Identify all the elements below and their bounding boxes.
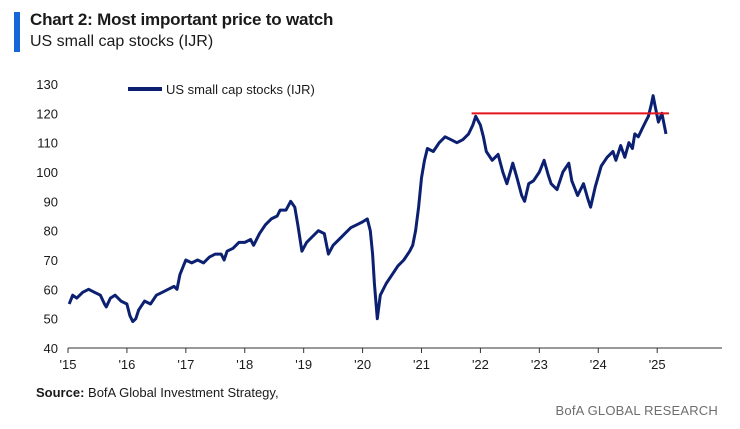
x-axis: '15 '16 '17 '18 '19 '20 '21 '22 '23 '24 '25: [60, 348, 666, 372]
x-tick-label: '21: [413, 357, 430, 372]
legend: US small cap stocks (IJR): [128, 82, 315, 97]
y-tick-label: 100: [36, 165, 58, 180]
x-tick-label: '20: [354, 357, 371, 372]
y-tick-label: 130: [36, 77, 58, 92]
y-tick-label: 90: [44, 194, 58, 209]
legend-label: US small cap stocks (IJR): [166, 82, 315, 97]
footer-brand: BofA GLOBAL RESEARCH: [555, 403, 718, 418]
y-axis: 40 50 60 70 80 90 100 110 120 130: [36, 77, 58, 356]
title-accent-bar: [14, 12, 20, 52]
y-tick-label: 80: [44, 224, 58, 239]
y-tick-label: 40: [44, 341, 58, 356]
source-note: Source: BofA Global Investment Strategy,: [36, 385, 279, 400]
chart-subtitle: US small cap stocks (IJR): [30, 33, 214, 50]
x-tick-label: '15: [60, 357, 77, 372]
chart-title: Chart 2: Most important price to watch: [30, 10, 334, 29]
x-tick-label: '24: [590, 357, 607, 372]
x-tick-label: '17: [177, 357, 194, 372]
y-tick-label: 110: [37, 136, 58, 151]
y-tick-label: 60: [44, 282, 58, 297]
x-tick-label: '23: [531, 357, 548, 372]
x-tick-label: '16: [118, 357, 135, 372]
y-tick-label: 120: [36, 106, 58, 121]
y-tick-label: 50: [44, 312, 58, 327]
source-text: BofA Global Investment Strategy,: [88, 385, 279, 400]
x-tick-label: '19: [295, 357, 312, 372]
x-tick-label: '18: [236, 357, 253, 372]
x-tick-label: '22: [472, 357, 489, 372]
source-label: Source:: [36, 385, 85, 400]
x-tick-label: '25: [649, 357, 666, 372]
series-line-ijr: [67, 94, 668, 324]
y-tick-label: 70: [44, 253, 58, 268]
